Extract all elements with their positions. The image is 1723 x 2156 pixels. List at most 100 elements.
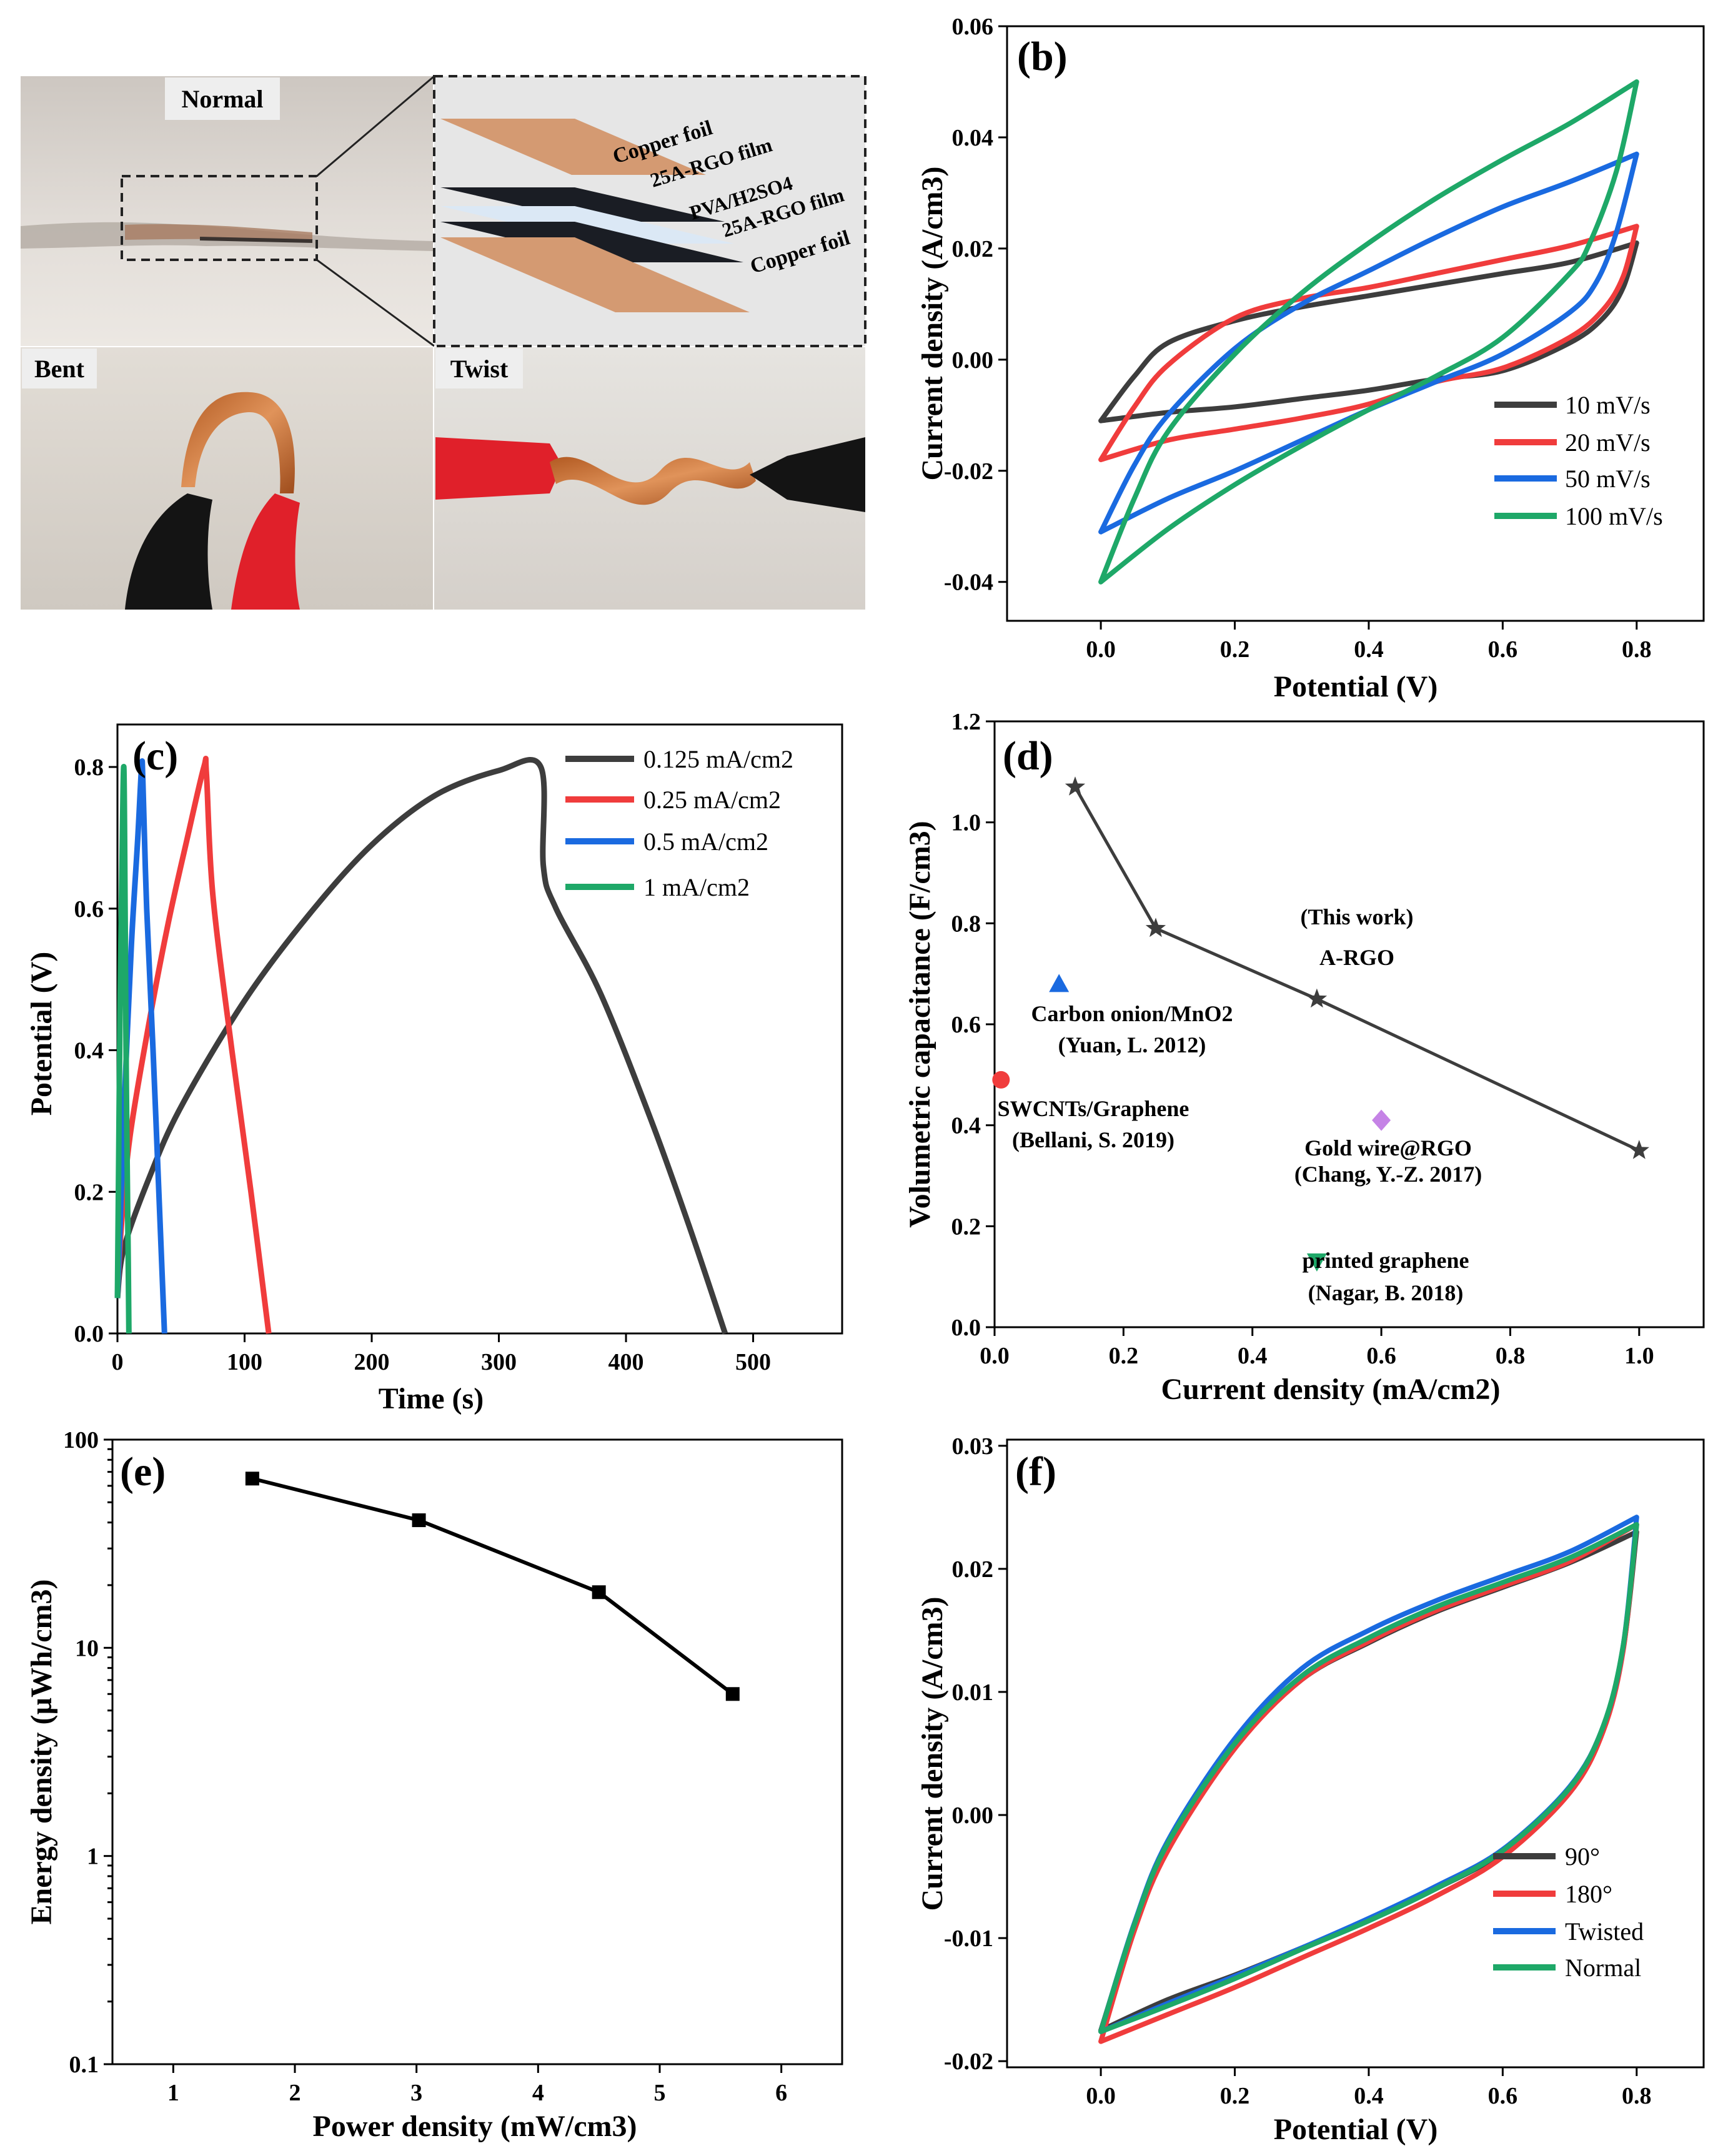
panel-f: 0.0 0.2 0.4 0.6 0.8 -0.02 -0.01 0.00 0.01 0.02 0.0… bbox=[916, 1433, 1705, 2146]
x-tick-label-c-2: 200 bbox=[354, 1349, 390, 1375]
y-tick-label-d-4: 0.8 bbox=[951, 911, 981, 937]
panel-letter-c: (c) bbox=[132, 733, 178, 779]
x-tick-label-c-5: 500 bbox=[735, 1349, 771, 1375]
y-tick-label-d-6: 1.2 bbox=[951, 709, 981, 735]
y-axis-title-c: Potential (V) bbox=[25, 952, 58, 1116]
series-f bbox=[1098, 1515, 1639, 2044]
y-tick-label-b-5: 0.06 bbox=[952, 14, 994, 40]
y-tick-label-c-0: 0.0 bbox=[74, 1321, 104, 1347]
label-bg-normal bbox=[165, 77, 280, 120]
x-tick-label-b-1: 0.2 bbox=[1220, 636, 1250, 663]
zoom-box bbox=[121, 175, 318, 261]
x-tick-label-f-3: 0.6 bbox=[1488, 2083, 1518, 2109]
legend-label-b-1: 20 mV/s bbox=[1565, 428, 1651, 457]
ref-point-1 bbox=[992, 1071, 1010, 1089]
y-tick-label-f-5: 0.03 bbox=[952, 1433, 994, 1460]
x-tick-label-c-0: 0 bbox=[112, 1349, 124, 1375]
y-tick-label-f-2: 0.00 bbox=[952, 1802, 994, 1829]
x-tick-label-d-5: 1.0 bbox=[1624, 1343, 1654, 1369]
layer-film-bottom bbox=[440, 222, 743, 262]
y-axis-title-f: Current density (A/cm3) bbox=[916, 1596, 949, 1911]
panel-letter-b: (b) bbox=[1017, 34, 1068, 79]
y-tick-label-e-1: 1 bbox=[87, 1844, 99, 1870]
clip-red bbox=[231, 493, 300, 610]
y-tick-label-c-1: 0.2 bbox=[74, 1179, 104, 1205]
x-tick-label-d-0: 0.0 bbox=[980, 1343, 1010, 1369]
x-axis-title-e: Power density (mW/cm3) bbox=[313, 2110, 637, 2143]
x-tick-label-d-3: 0.6 bbox=[1366, 1343, 1396, 1369]
y-tick-label-b-0: -0.04 bbox=[944, 570, 993, 596]
cv-loop-f-0 bbox=[1098, 1529, 1639, 2033]
x-tick-label-e-3: 4 bbox=[532, 2080, 544, 2106]
series-e bbox=[245, 1471, 740, 1701]
energy-point-2 bbox=[592, 1585, 606, 1600]
ann-swcnts: SWCNTs/Graphene bbox=[998, 1096, 1189, 1121]
y-tick-label-f-0: -0.02 bbox=[944, 2049, 993, 2075]
legend-b: 10 mV/s 20 mV/s 50 mV/s 100 mV/s bbox=[1494, 391, 1663, 530]
layer-copper-top bbox=[440, 119, 706, 175]
x-tick-label-e-1: 2 bbox=[289, 2080, 301, 2106]
argo-point-0 bbox=[1065, 776, 1086, 796]
y-tick-label-b-4: 0.04 bbox=[952, 125, 994, 151]
legend-label-b-3: 100 mV/s bbox=[1565, 502, 1663, 530]
plot-frame-e bbox=[111, 1438, 843, 2065]
ann-this-work: (This work) bbox=[1300, 904, 1413, 929]
energy-point-1 bbox=[412, 1513, 426, 1528]
x-tick-label-f-1: 0.2 bbox=[1220, 2083, 1250, 2109]
argo-point-1 bbox=[1145, 917, 1166, 937]
cv-loop-f-1 bbox=[1098, 1521, 1639, 2044]
clip-black-twist bbox=[750, 437, 865, 512]
y-tick-label-b-2: 0.00 bbox=[952, 347, 994, 373]
y-tick-label-e-0: 0.1 bbox=[69, 2052, 99, 2078]
legend-label-c-0: 0.125 mA/cm2 bbox=[643, 745, 793, 773]
x-tick-label-e-4: 5 bbox=[654, 2080, 666, 2106]
label-bg-bent bbox=[22, 349, 97, 388]
x-axis-title-b: Potential (V) bbox=[1274, 670, 1438, 703]
x-tick-label-f-2: 0.4 bbox=[1354, 2083, 1384, 2109]
label-bent: Bent bbox=[34, 355, 85, 383]
ann-printed-graphene: printed graphene bbox=[1302, 1248, 1469, 1273]
x-tick-label-d-1: 0.2 bbox=[1109, 1343, 1139, 1369]
panel-letter-e: (e) bbox=[120, 1449, 166, 1495]
layer-film-top bbox=[440, 187, 725, 222]
panel-letter-f: (f) bbox=[1015, 1449, 1056, 1495]
cv-loop-b-0 bbox=[1098, 240, 1639, 423]
twist-device bbox=[550, 457, 756, 505]
y-tick-label-f-1: -0.01 bbox=[944, 1926, 993, 1952]
argo-line bbox=[1073, 786, 1640, 1152]
x-tick-label-c-4: 400 bbox=[608, 1349, 644, 1375]
x-tick-label-d-2: 0.4 bbox=[1238, 1343, 1268, 1369]
legend-f: 90° 180° Twisted Normal bbox=[1493, 1842, 1644, 1982]
label-normal: Normal bbox=[181, 85, 263, 113]
clip-black bbox=[125, 493, 212, 610]
legend-label-b-2: 50 mV/s bbox=[1565, 465, 1651, 493]
series-d bbox=[992, 776, 1649, 1272]
x-axis-title-c: Time (s) bbox=[379, 1382, 484, 1415]
ticks-d: 0.0 0.2 0.4 0.6 0.8 1.0 0.0 0.2 0.4 0.6 0.8 1.0 1.2 bbox=[951, 709, 1654, 1369]
energy-point-0 bbox=[245, 1471, 259, 1486]
cv-loop-b-1 bbox=[1098, 224, 1639, 462]
x-tick-label-b-0: 0.0 bbox=[1086, 636, 1116, 663]
ref-point-2 bbox=[1372, 1109, 1391, 1131]
layer-copper-bottom bbox=[440, 237, 750, 312]
cv-loop-b-3 bbox=[1098, 79, 1639, 585]
gcd-curve-2 bbox=[114, 758, 167, 1334]
panel-c: 0 100 200 300 400 500 0.0 0.2 0.4 0.6 0.8 (c) Time… bbox=[25, 723, 843, 1415]
cv-loop-b-2 bbox=[1098, 151, 1639, 535]
gcd-curve-0 bbox=[114, 757, 728, 1335]
energy-line bbox=[252, 1476, 734, 1696]
x-axis-title-d: Current density (mA/cm2) bbox=[1161, 1373, 1500, 1406]
ann-yuan: (Yuan, L. 2012) bbox=[1058, 1032, 1206, 1057]
plot-frame-f bbox=[1006, 1438, 1705, 2069]
zoom-line-top bbox=[316, 75, 435, 177]
x-tick-label-c-1: 100 bbox=[227, 1349, 262, 1375]
ticks-f: 0.0 0.2 0.4 0.6 0.8 -0.02 -0.01 0.00 0.01 0.02 0.0… bbox=[944, 1433, 1652, 2109]
x-tick-label-f-0: 0.0 bbox=[1086, 2083, 1116, 2109]
legend-label-b-0: 10 mV/s bbox=[1565, 391, 1651, 419]
photo-bent bbox=[21, 347, 433, 610]
energy-point-3 bbox=[725, 1687, 740, 1701]
ref-point-3 bbox=[1306, 1253, 1327, 1272]
y-tick-label-f-3: 0.01 bbox=[952, 1679, 994, 1706]
zoom-line-bottom bbox=[316, 259, 435, 347]
argo-point-3 bbox=[1629, 1140, 1649, 1159]
